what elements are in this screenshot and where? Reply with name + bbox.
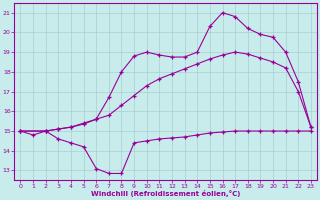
X-axis label: Windchill (Refroidissement éolien,°C): Windchill (Refroidissement éolien,°C) [91,190,240,197]
